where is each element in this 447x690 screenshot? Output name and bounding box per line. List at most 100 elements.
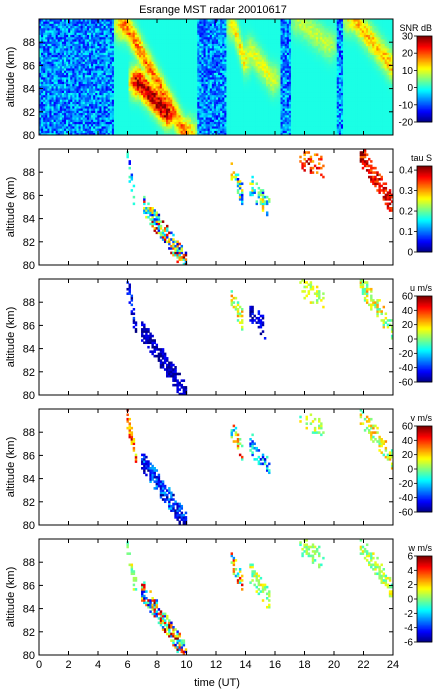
heatmap-cell	[39, 19, 42, 22]
heatmap-cell	[126, 34, 129, 38]
heatmap-cell	[205, 56, 209, 60]
heatmap-cell	[134, 126, 138, 129]
heatmap-cell	[232, 61, 236, 64]
heatmap-cell	[191, 94, 194, 98]
heatmap-cell	[151, 108, 154, 111]
heatmap-cell	[53, 114, 57, 118]
heatmap-cell	[105, 117, 109, 120]
heatmap-cell	[136, 43, 140, 47]
heatmap-cell	[88, 119, 92, 122]
heatmap-cell	[116, 74, 119, 78]
heatmap-cell	[220, 32, 223, 35]
heatmap-cell	[228, 83, 231, 87]
heatmap-cell	[213, 92, 217, 96]
heatmap-cell	[72, 41, 75, 44]
heatmap-cell	[155, 52, 159, 56]
heatmap-cell	[59, 45, 63, 49]
heatmap-cell	[199, 110, 202, 114]
heatmap-cell	[193, 114, 196, 118]
heatmap-cell	[207, 114, 211, 118]
heatmap-cell	[74, 112, 77, 116]
heatmap-cell	[234, 101, 238, 105]
heatmap-cell	[134, 59, 138, 62]
heatmap-cell	[236, 27, 240, 31]
heatmap-cell	[39, 61, 42, 64]
heatmap-cell	[116, 119, 119, 122]
heatmap-cell	[63, 41, 67, 44]
heatmap-cell	[184, 30, 188, 33]
heatmap-cell	[141, 72, 144, 76]
heatmap-cell	[66, 74, 69, 78]
heatmap-cell	[41, 81, 44, 85]
heatmap-cell	[145, 112, 148, 116]
heatmap-cell	[236, 59, 240, 62]
heatmap-cell	[74, 25, 77, 29]
heatmap-cell	[147, 132, 150, 136]
heatmap-cell	[222, 48, 225, 51]
heatmap-cell	[220, 61, 223, 64]
heatmap-cell	[107, 99, 111, 102]
heatmap-cell	[184, 77, 188, 80]
heatmap-cell	[126, 83, 129, 87]
heatmap-cell	[151, 126, 154, 129]
heatmap-cell	[211, 74, 215, 78]
heatmap-cell	[209, 108, 213, 111]
heatmap-cell	[184, 70, 188, 73]
heatmap-cell	[207, 30, 211, 33]
heatmap-cell	[224, 126, 227, 129]
heatmap-cell	[230, 43, 234, 47]
heatmap-cell	[132, 130, 136, 134]
heatmap-cell	[70, 36, 73, 40]
heatmap-cell	[63, 72, 67, 76]
heatmap-cell	[107, 85, 111, 89]
heatmap-cell	[82, 88, 86, 91]
heatmap-cell	[211, 85, 215, 89]
heatmap-cell	[205, 132, 209, 136]
heatmap-cell	[103, 32, 106, 35]
heatmap-cell	[209, 30, 213, 33]
heatmap-cell	[186, 43, 190, 47]
heatmap-cell	[234, 108, 238, 111]
heatmap-cell	[109, 30, 113, 33]
heatmap-cell	[143, 52, 146, 56]
heatmap-cell	[216, 70, 219, 73]
heatmap-cell	[88, 19, 92, 22]
heatmap-cell	[124, 101, 127, 105]
heatmap-cell	[180, 88, 184, 91]
heatmap-cell	[122, 119, 125, 122]
heatmap-cell	[88, 106, 92, 109]
heatmap-cell	[88, 63, 92, 67]
heatmap-cell	[203, 72, 206, 76]
heatmap-cell	[116, 21, 119, 24]
heatmap-cell	[93, 126, 96, 129]
heatmap-cell	[149, 99, 152, 102]
heatmap-cell	[145, 30, 148, 33]
heatmap-cell	[153, 117, 156, 120]
heatmap-cell	[63, 65, 67, 69]
heatmap-cell	[178, 101, 181, 105]
heatmap-cell	[43, 81, 46, 85]
heatmap-cell	[224, 21, 227, 24]
heatmap-cell	[84, 54, 88, 58]
heatmap-cell	[120, 25, 123, 29]
heatmap-cell	[168, 114, 171, 118]
heatmap-cell	[180, 92, 184, 96]
heatmap-cell	[134, 21, 138, 24]
heatmap-cell	[178, 43, 181, 47]
heatmap-cell	[136, 21, 140, 24]
heatmap-cell	[122, 32, 125, 35]
heatmap-cell	[59, 19, 63, 22]
heatmap-cell	[153, 63, 156, 67]
heatmap-cell	[105, 23, 109, 27]
heatmap-cell	[101, 132, 104, 136]
heatmap-cell	[166, 41, 169, 44]
heatmap-cell	[49, 132, 52, 136]
heatmap-cell	[230, 77, 234, 80]
heatmap-cell	[209, 77, 213, 80]
heatmap-cell	[63, 52, 67, 56]
heatmap-cell	[159, 106, 163, 109]
heatmap-cell	[184, 41, 188, 44]
heatmap-cell	[111, 52, 115, 56]
heatmap-cell	[59, 88, 63, 91]
heatmap-cell	[41, 88, 44, 91]
